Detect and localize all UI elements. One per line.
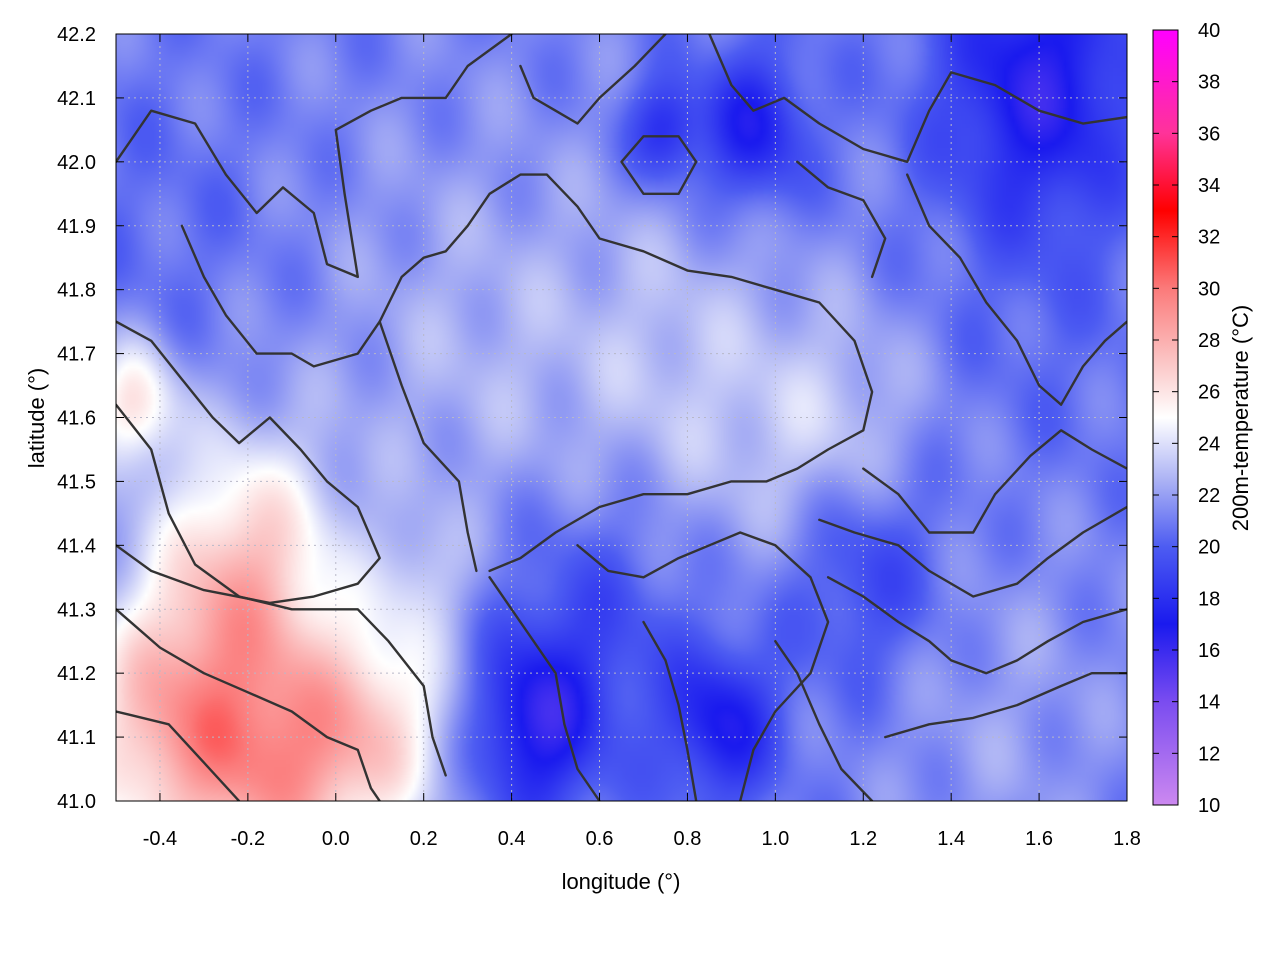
contour-line	[818, 505, 1127, 598]
contour-line	[620, 135, 698, 195]
y-axis-ticks: 41.0 41.1 41.2 41.3 41.4 41.5 41.6 41.7 41.8 41.9…	[57, 24, 1127, 813]
contour-line	[180, 173, 874, 573]
colorbar-tick-label: 26	[1198, 382, 1220, 404]
y-tick-label: 41.2	[57, 663, 96, 685]
x-tick-label: 0.0	[322, 828, 350, 850]
contour-line	[116, 320, 381, 605]
x-tick-label: 0.4	[498, 828, 526, 850]
contour-line	[708, 34, 1127, 163]
y-tick-label: 41.0	[57, 791, 96, 813]
x-tick-label: 1.6	[1025, 828, 1053, 850]
colorbar-tick-label: 30	[1198, 278, 1220, 300]
contour-line	[116, 608, 381, 801]
contour-lines	[116, 34, 1127, 801]
colorbar-tick-label: 22	[1198, 485, 1220, 507]
grid-lines	[116, 34, 1127, 801]
contour-line	[826, 576, 1127, 675]
y-tick-label: 41.6	[57, 408, 96, 430]
colorbar-tick-label: 16	[1198, 640, 1220, 662]
x-tick-label: -0.4	[143, 828, 177, 850]
x-tick-label: 1.8	[1113, 828, 1141, 850]
contour-line	[519, 34, 667, 125]
x-tick-label: 1.0	[761, 828, 789, 850]
contour-line	[884, 672, 1127, 739]
colorbar-tick-label: 12	[1198, 743, 1220, 765]
contour-line	[906, 173, 1127, 406]
contour-line	[116, 403, 447, 777]
colorbar-tick-label: 10	[1198, 795, 1220, 817]
x-axis-ticks: -0.4 -0.2 0.0 0.2 0.4 0.6 0.8 1.0 1.2 1.4 1.6 1.8	[143, 34, 1141, 850]
y-tick-label: 42.0	[57, 152, 96, 174]
colorbar-tick-label: 36	[1198, 123, 1220, 145]
colorbar-tick-label: 24	[1198, 433, 1220, 455]
colorbar-tick-label: 38	[1198, 72, 1220, 94]
contour-line	[116, 34, 513, 279]
plot-area	[115, 33, 1128, 802]
contour-line	[796, 160, 887, 279]
x-tick-label: 1.2	[849, 828, 877, 850]
x-tick-label: 0.2	[410, 828, 438, 850]
contour-line	[642, 620, 698, 801]
x-tick-label: -0.2	[231, 828, 265, 850]
colorbar-tick-label: 18	[1198, 588, 1220, 610]
colorbar-label: 200m-temperature (°C)	[1228, 305, 1253, 531]
y-axis-label: latitude (°)	[24, 368, 49, 469]
contour-line	[774, 640, 874, 801]
y-tick-label: 41.1	[57, 727, 96, 749]
y-tick-label: 41.9	[57, 216, 96, 238]
colorbar-tick-label: 34	[1198, 175, 1220, 197]
contour-line	[378, 320, 478, 573]
x-tick-label: 0.6	[586, 828, 614, 850]
colorbar-tick-label: 14	[1198, 692, 1220, 714]
colorbar-tick-label: 32	[1198, 227, 1220, 249]
colorbar-ticks: 10 12 14 16 18 20 22 24 26 28 30 32 34 36 38 40	[1153, 20, 1220, 817]
contour-line	[862, 429, 1127, 534]
y-tick-label: 42.1	[57, 88, 96, 110]
x-axis-label: longitude (°)	[562, 869, 681, 894]
contour-line	[576, 531, 830, 801]
contour-line	[488, 576, 601, 801]
y-tick-label: 42.2	[57, 24, 96, 46]
y-tick-label: 41.4	[57, 535, 96, 557]
colorbar-tick-label: 20	[1198, 537, 1220, 559]
y-tick-label: 41.7	[57, 344, 96, 366]
colorbar-tick-label: 40	[1198, 20, 1220, 42]
colorbar-tick-label: 28	[1198, 330, 1220, 352]
y-tick-label: 41.3	[57, 599, 96, 621]
y-tick-label: 41.5	[57, 471, 96, 493]
y-tick-label: 41.8	[57, 280, 96, 302]
contour-line	[116, 710, 241, 801]
colorbar: 10 12 14 16 18 20 22 24 26 28 30 32 34 36 38 40 200m-te…	[1152, 20, 1253, 817]
x-tick-label: 1.4	[937, 828, 965, 850]
colorbar-gradient-bar	[1152, 29, 1179, 806]
x-tick-label: 0.8	[674, 828, 702, 850]
